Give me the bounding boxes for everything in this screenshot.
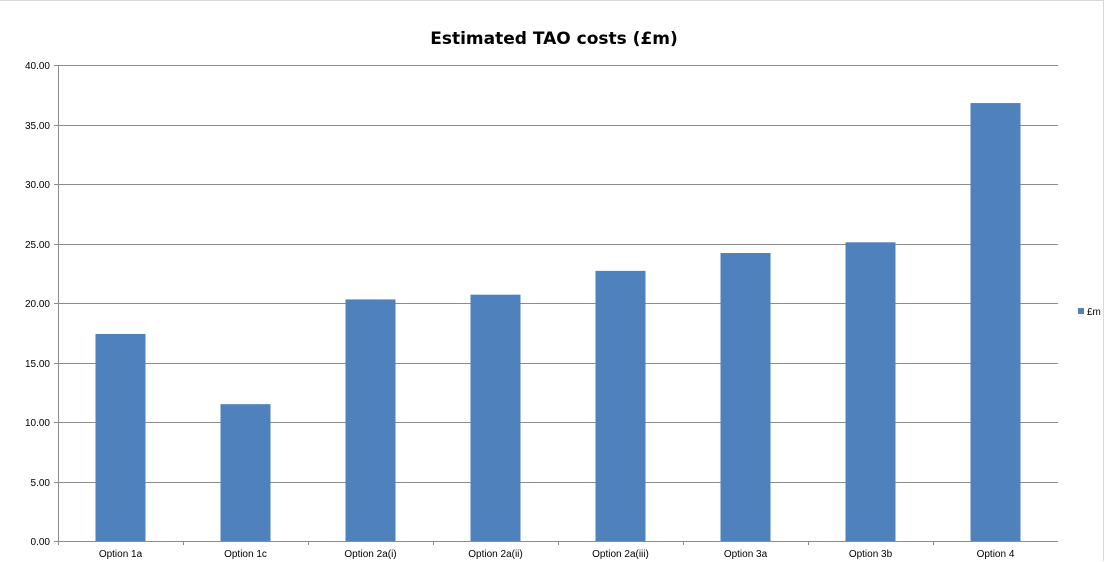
chart-title: Estimated TAO costs (£m)	[430, 29, 678, 49]
axes	[54, 65, 1058, 545]
y-tick-label: 25.00	[25, 240, 50, 251]
y-tick-label: 10.00	[25, 418, 50, 429]
y-tick-label: 0.00	[31, 537, 51, 548]
x-tick-label: Option 1c	[224, 549, 267, 560]
bar-option-1c	[220, 404, 271, 541]
bar-option-2a-iii	[595, 270, 646, 541]
bar-option-2a-ii	[470, 294, 521, 541]
x-tick-label: Option 2a(i)	[344, 549, 396, 560]
bar-option-3a	[720, 253, 771, 541]
y-tick-label: 20.00	[25, 299, 50, 310]
y-tick-label: 40.00	[25, 61, 50, 72]
y-tick-label: 35.00	[25, 121, 50, 132]
x-tick-label: Option 3a	[724, 549, 768, 560]
x-tick-label: Option 2a(iii)	[592, 549, 649, 560]
x-tick-label: Option 1a	[99, 549, 143, 560]
x-tick-label: Option 4	[977, 549, 1015, 560]
x-tick-label: Option 3b	[849, 549, 893, 560]
y-tick-label: 15.00	[25, 359, 50, 370]
bars	[95, 103, 1021, 541]
bar-option-4	[970, 103, 1021, 541]
bar-option-1a	[95, 333, 146, 541]
legend: £m	[1078, 307, 1101, 318]
bar-option-2a-i	[345, 299, 396, 541]
legend-label: £m	[1087, 307, 1101, 318]
legend-swatch	[1078, 308, 1084, 314]
y-tick-label: 30.00	[25, 180, 50, 191]
y-tick-label: 5.00	[31, 478, 51, 489]
bar-option-3b	[845, 242, 896, 541]
gridlines	[54, 65, 1058, 542]
x-axis-tick-labels: Option 1a Option 1c Option 2a(i) Option 2a(…	[99, 541, 1015, 560]
x-tick-label: Option 2a(ii)	[468, 549, 522, 560]
y-axis-tick-labels: 0.00 5.00 10.00 15.00 20.00 25.00 30.00 35.00 40…	[25, 61, 50, 548]
